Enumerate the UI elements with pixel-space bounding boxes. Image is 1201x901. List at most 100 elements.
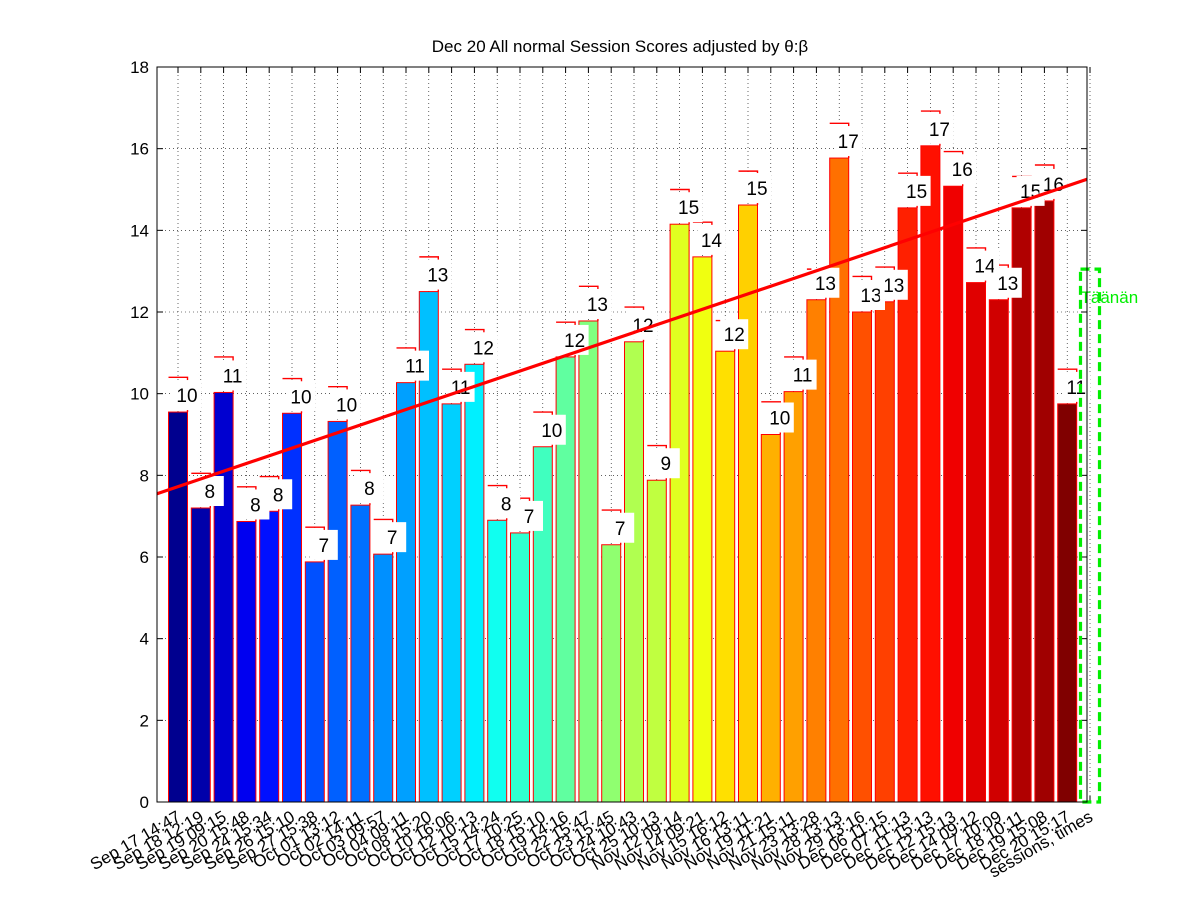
data-label-box [902,175,931,206]
data-label-box [879,269,908,300]
data-label-box [423,259,452,290]
bar [715,350,736,803]
data-label-box [765,402,794,433]
y-tick-label: 12 [130,303,149,322]
data-label: 8 [250,495,261,516]
data-label-box [195,476,224,506]
axes-frame [156,66,1088,803]
data-label: 8 [364,479,375,500]
data-label: 7 [387,528,398,549]
data-label: 14 [701,231,723,252]
y-tick-label: 8 [140,466,149,485]
bar [829,157,850,803]
data-label-box [720,319,749,350]
bar [190,507,211,803]
trend-line [156,177,1088,496]
data-label-box [583,288,612,319]
data-label: 7 [524,507,535,528]
data-label-box [537,414,566,445]
data-label: 10 [176,386,197,407]
y-tick-label: 6 [140,548,149,567]
data-label-box [811,267,840,298]
bar [304,561,325,803]
data-label-box [651,448,680,479]
bar [213,391,234,803]
bar [1034,200,1055,803]
data-label-box [401,350,429,381]
data-label: 12 [564,331,585,352]
data-label: 10 [290,387,311,408]
data-label: 13 [883,276,904,297]
y-tick-label: 10 [130,385,149,404]
data-label-box [834,126,863,157]
data-label: 8 [273,485,284,506]
data-label-box [309,529,338,560]
bar [168,411,188,803]
bar [760,434,781,803]
data-label: 17 [929,120,950,141]
y-tick-label: 2 [140,711,149,730]
bar [943,185,964,803]
data-label: 15 [906,182,927,203]
data-label-box [264,479,293,510]
bar [487,519,508,803]
data-label: 15 [678,198,699,219]
bar [988,299,1009,803]
data-label: 10 [336,395,357,416]
bar [852,311,872,803]
bar [646,479,667,803]
bar [441,403,462,803]
data-label: 11 [223,366,243,387]
bar [396,382,416,803]
data-label-box [948,154,977,185]
data-label: 15 [746,179,767,200]
bar [692,256,713,803]
bar [578,320,599,803]
y-tick-label: 4 [140,630,149,649]
data-label-box [788,359,817,390]
bar [874,301,895,803]
bar [259,510,280,803]
data-label-box [173,380,201,411]
data-label: 7 [319,536,330,557]
data-label: 13 [815,274,836,295]
data-label: 12 [473,338,494,359]
data-label-box [606,512,635,543]
bar [624,341,644,803]
chart-title: Dec 20 All normal Session Scores adjuste… [432,37,809,56]
data-label-box [332,389,361,420]
y-tick-label: 18 [130,58,149,77]
data-label-box [697,224,726,255]
bar [350,504,371,803]
bar [373,553,394,803]
bar [464,363,485,803]
data-label: 13 [427,266,448,287]
data-label-box [515,500,543,531]
bar [601,544,622,803]
data-label-box [287,381,315,412]
bar [327,420,348,803]
data-label: 14 [974,257,996,278]
data-label: 17 [838,132,859,153]
data-label: 12 [724,325,745,346]
bar [966,282,986,803]
data-label: 13 [997,274,1018,295]
bar [510,532,530,803]
bar [1057,403,1078,803]
bar [920,145,941,803]
data-label: 13 [860,286,881,307]
data-label: 8 [205,482,216,503]
data-label: 10 [769,409,790,430]
data-label-box [743,173,771,204]
bar [669,223,690,803]
data-label: 11 [1066,378,1086,399]
y-tick-label: 14 [130,221,149,240]
data-label: 16 [952,160,973,181]
data-label: 11 [793,366,813,387]
bar [532,446,553,803]
data-label-box [993,267,1022,298]
bar [282,412,302,803]
data-label: 7 [615,519,626,540]
data-label-box [378,522,407,553]
